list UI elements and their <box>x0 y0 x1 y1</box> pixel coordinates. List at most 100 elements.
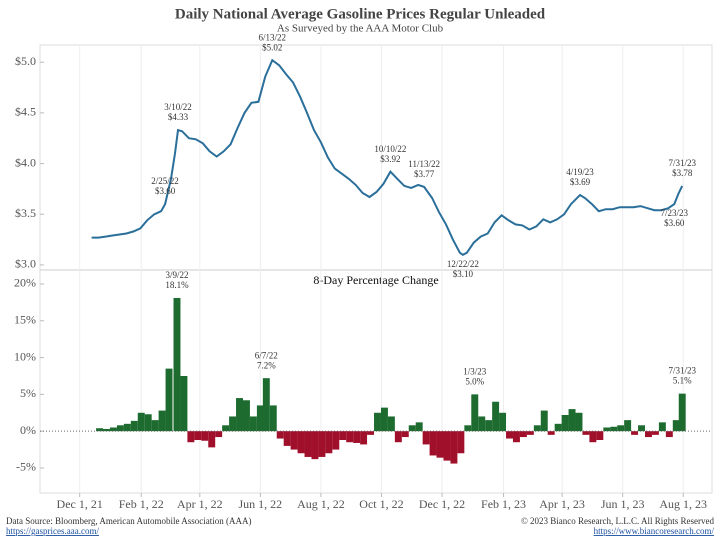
change-bar <box>96 428 104 432</box>
annotation-date: 3/10/22 <box>164 102 192 112</box>
change-bar <box>526 431 534 435</box>
y-tick-label: 0% <box>20 423 36 437</box>
change-bar <box>624 420 632 432</box>
change-bar <box>290 431 298 450</box>
change-bar <box>346 431 354 443</box>
change-bar <box>249 416 257 432</box>
change-bar <box>387 416 395 432</box>
y-tick-label: $4.0 <box>15 155 36 169</box>
change-bar <box>554 423 562 432</box>
annotation-date: 4/19/23 <box>566 167 594 177</box>
x-tick-label: Dec 1, 21 <box>57 497 103 511</box>
source-link[interactable]: https://gasprices.aaa.com/ <box>6 526 99 536</box>
annotation-value: $5.02 <box>262 42 282 52</box>
change-bar <box>222 425 230 432</box>
change-bar <box>408 425 416 432</box>
annotation-value: 7.2% <box>257 360 276 370</box>
change-bar <box>540 410 548 432</box>
change-bar <box>137 412 145 432</box>
change-bar <box>631 431 639 435</box>
annotation-date: 3/9/22 <box>165 270 188 280</box>
change-bar <box>165 368 173 432</box>
change-bar <box>665 431 673 438</box>
change-bar <box>311 431 319 460</box>
change-bar <box>367 431 375 435</box>
change-bar <box>269 405 277 432</box>
copyright: © 2023 Bianco Research, L.L.C. All Right… <box>521 516 715 526</box>
change-bar <box>304 431 312 457</box>
y-tick-label: $4.5 <box>15 105 36 119</box>
change-bar <box>651 431 659 435</box>
x-tick-label: Apr 1, 23 <box>539 497 585 511</box>
change-bar <box>422 431 430 445</box>
annotation-date: 7/23/23 <box>661 208 689 218</box>
change-bar <box>638 425 645 432</box>
change-bar <box>201 431 209 441</box>
change-bar <box>506 431 513 439</box>
x-tick-label: Oct 1, 22 <box>359 497 403 511</box>
x-tick-label: Feb 1, 22 <box>119 497 164 511</box>
change-bar <box>297 431 305 454</box>
change-bar <box>415 422 423 432</box>
change-bar <box>672 420 680 432</box>
change-bar <box>262 378 270 432</box>
annotation-date: 2/25/22 <box>151 176 179 186</box>
change-bar <box>519 431 527 438</box>
y-tick-label: 5% <box>20 386 36 400</box>
annotation-date: 7/31/23 <box>668 158 696 168</box>
change-bar <box>242 400 250 432</box>
change-bar <box>144 414 152 432</box>
change-bar <box>436 431 444 458</box>
change-bar <box>332 431 340 450</box>
change-bar <box>450 431 458 464</box>
annotation-value: 5.0% <box>465 376 484 386</box>
change-bar <box>109 427 117 432</box>
source: Data Source: Bloomberg, American Automob… <box>6 516 252 526</box>
change-bar <box>194 431 202 441</box>
x-tick-label: Apr 1, 22 <box>177 497 223 511</box>
annotation-value: $3.10 <box>453 269 474 279</box>
annotation-value: $3.92 <box>380 154 400 164</box>
change-bar <box>492 401 500 432</box>
x-tick-label: Aug 1, 22 <box>297 497 345 511</box>
change-bar <box>256 405 264 432</box>
y-tick-label: -5% <box>16 460 36 474</box>
change-bar <box>208 431 216 448</box>
annotation-value: $3.77 <box>414 169 435 179</box>
change-bar <box>360 431 368 445</box>
change-bar <box>547 431 555 435</box>
change-bar <box>603 427 611 432</box>
annotation-value: $3.78 <box>672 168 693 178</box>
change-bar <box>644 431 652 438</box>
price-line <box>91 58 684 256</box>
y-tick-label: 15% <box>14 313 36 327</box>
change-bar <box>173 297 181 432</box>
change-bar <box>658 422 666 432</box>
change-bar <box>568 409 576 432</box>
copyright-link[interactable]: https://www.biancoresearch.com/ <box>594 526 715 536</box>
change-bar <box>512 431 520 443</box>
annotation-date: 11/13/22 <box>408 159 440 169</box>
plot-frame <box>39 44 713 494</box>
change-bar <box>582 431 590 435</box>
change-bar <box>236 398 243 432</box>
annotation-date: 7/31/23 <box>668 366 696 376</box>
change-bar <box>443 431 451 461</box>
change-bar <box>429 431 437 456</box>
change-bar <box>394 431 402 443</box>
x-tick-label: Dec 1, 22 <box>419 497 465 511</box>
x-tick-label: Aug 1, 23 <box>659 497 707 511</box>
change-bar <box>215 431 223 438</box>
annotation-value: 5.1% <box>673 376 692 386</box>
change-bar <box>589 431 597 443</box>
annotation-date: 1/3/23 <box>463 366 487 376</box>
change-bar <box>229 416 237 432</box>
change-bar <box>596 431 604 441</box>
y-tick-label: 20% <box>14 276 36 290</box>
y-tick-label: $3.5 <box>15 206 36 220</box>
x-tick-label: Jun 1, 23 <box>601 497 645 511</box>
annotation-date: 6/13/22 <box>259 32 287 42</box>
change-bar <box>130 420 138 432</box>
change-bar <box>617 425 625 432</box>
annotation-value: 18.1% <box>165 280 189 290</box>
